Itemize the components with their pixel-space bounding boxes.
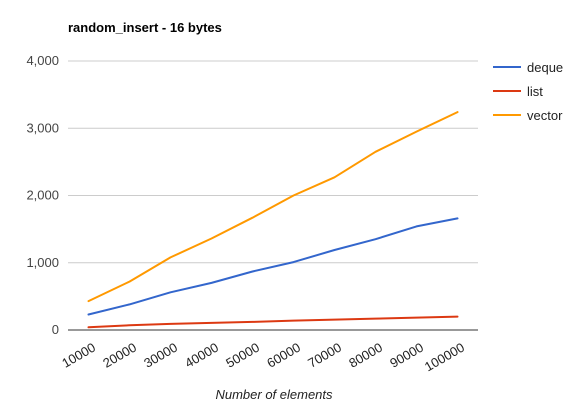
y-axis-ticks: 0 1,000 2,000 3,000 4,000 [26, 53, 59, 337]
y-tick-label: 1,000 [26, 255, 59, 270]
x-tick-label: 10000 [59, 340, 98, 371]
x-tick-label: 80000 [346, 340, 385, 371]
series-line-list [87, 315, 459, 329]
x-tick-label: 30000 [141, 340, 180, 371]
x-tick-label: 50000 [223, 340, 262, 371]
x-tick-label: 70000 [305, 340, 344, 371]
x-axis-label: Number of elements [215, 387, 333, 402]
x-tick-label: 20000 [100, 340, 139, 371]
series-line-vector [87, 111, 459, 303]
x-tick-label: 100000 [422, 340, 467, 375]
legend-label-list: list [527, 84, 543, 99]
gridlines [68, 60, 478, 264]
y-tick-label: 3,000 [26, 120, 59, 135]
legend-label-vector: vector [527, 108, 563, 123]
x-tick-label: 40000 [182, 340, 221, 371]
y-tick-label: 2,000 [26, 188, 59, 203]
y-tick-label: 4,000 [26, 53, 59, 68]
x-tick-label: 60000 [264, 340, 303, 371]
series-lines [87, 111, 459, 329]
x-tick-label: 90000 [387, 340, 426, 371]
legend-label-deque: deque [527, 60, 563, 75]
x-axis-ticks: 10000 20000 30000 40000 50000 60000 70000 80000… [59, 340, 467, 375]
series-line-deque [87, 217, 459, 316]
legend: deque list vector [493, 60, 563, 123]
chart-title: random_insert - 16 bytes [68, 20, 222, 35]
y-tick-label: 0 [52, 322, 59, 337]
